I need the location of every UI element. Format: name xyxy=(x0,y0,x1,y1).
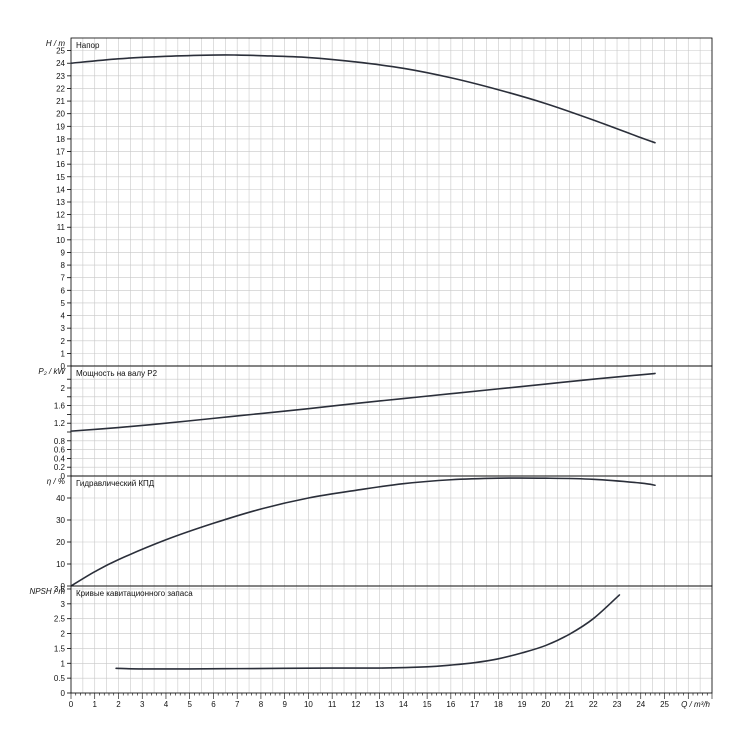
y-tick-label: 17 xyxy=(56,148,65,157)
x-tick-label: 0 xyxy=(69,700,74,709)
y-tick-label: 30 xyxy=(56,516,65,525)
y-tick-label: 0 xyxy=(61,689,66,698)
y-tick-label: 15 xyxy=(56,173,65,182)
x-tick-label: 19 xyxy=(518,700,527,709)
y-tick-label: 0.4 xyxy=(54,454,66,463)
x-tick-label: 9 xyxy=(282,700,287,709)
panel-title: Напор xyxy=(76,41,100,50)
panel-head: 0123456789101112131415161718192021222324… xyxy=(46,37,713,371)
x-tick-label: 15 xyxy=(423,700,432,709)
x-tick-label: 6 xyxy=(211,700,216,709)
x-tick-label: 11 xyxy=(328,700,337,709)
y-tick-label: 0 xyxy=(61,362,66,371)
x-tick-label: 22 xyxy=(589,700,598,709)
y-tick-label: 12 xyxy=(56,211,65,220)
y-tick-label: 21 xyxy=(56,97,65,106)
x-tick-label: 7 xyxy=(235,700,240,709)
x-tick-label: 10 xyxy=(304,700,313,709)
y-tick-label: 1.5 xyxy=(54,644,66,653)
x-tick-label: 24 xyxy=(636,700,645,709)
y-tick-label: 3 xyxy=(61,600,66,609)
y-tick-label: 0 xyxy=(61,582,66,591)
panel-title: Мощность на валу P2 xyxy=(76,369,158,378)
y-tick-label: 0.5 xyxy=(54,674,66,683)
y-tick-label: 0.8 xyxy=(54,437,66,446)
y-tick-label: 14 xyxy=(56,185,65,194)
y-tick-label: 4 xyxy=(61,312,66,321)
x-tick-label: 14 xyxy=(399,700,408,709)
y-tick-label: 13 xyxy=(56,198,65,207)
y-tick-label: 3.5 xyxy=(54,585,66,594)
x-tick-label: 23 xyxy=(613,700,622,709)
y-tick-label: 6 xyxy=(61,286,66,295)
head-curve xyxy=(70,54,656,144)
y-tick-label: 1.6 xyxy=(54,402,66,411)
y-tick-label: 25 xyxy=(56,47,65,56)
y-tick-label: 19 xyxy=(56,122,65,131)
x-axis-label: Q / m³/h xyxy=(681,700,710,709)
y-tick-label: 0 xyxy=(61,472,66,481)
y-tick-label: 2 xyxy=(61,384,66,393)
y-tick-label: 20 xyxy=(56,110,65,119)
y-tick-label: 10 xyxy=(56,560,65,569)
y-tick-label: 0.2 xyxy=(54,463,66,472)
y-tick-label: 24 xyxy=(56,59,65,68)
y-tick-label: 10 xyxy=(56,236,65,245)
y-tick-label: 9 xyxy=(61,248,66,257)
y-axis-label: η / % xyxy=(47,477,65,486)
y-tick-label: 3 xyxy=(61,324,66,333)
y-tick-label: 8 xyxy=(61,261,66,270)
efficiency-curve xyxy=(70,477,656,587)
y-tick-label: 16 xyxy=(56,160,65,169)
y-tick-label: 1 xyxy=(61,349,66,358)
npsh-curve xyxy=(115,594,621,670)
y-tick-label: 1 xyxy=(61,659,66,668)
y-axis-label: H / m xyxy=(46,39,65,48)
y-tick-label: 0.6 xyxy=(54,446,66,455)
y-tick-label: 2.5 xyxy=(54,615,66,624)
x-tick-label: 2 xyxy=(116,700,121,709)
y-tick-label: 23 xyxy=(56,72,65,81)
y-tick-label: 1.2 xyxy=(54,419,66,428)
x-tick-label: 17 xyxy=(470,700,479,709)
x-tick-label: 1 xyxy=(93,700,98,709)
y-tick-label: 5 xyxy=(61,299,66,308)
y-tick-label: 40 xyxy=(56,494,65,503)
y-tick-label: 11 xyxy=(57,223,66,232)
power-curve xyxy=(70,372,656,432)
y-axis-label: P₂ / kW xyxy=(38,367,66,376)
y-tick-label: 20 xyxy=(56,538,65,547)
x-tick-label: 25 xyxy=(660,700,669,709)
panel-title: Гидравлический КПД xyxy=(76,479,155,488)
panel-efficiency: 0 10 20 30 40 η / % Гидравлический КПД xyxy=(47,475,713,591)
y-axis-label: NPSH / m xyxy=(29,587,65,596)
x-tick-label: 20 xyxy=(541,700,550,709)
x-tick-label: 16 xyxy=(446,700,455,709)
y-tick-label: 22 xyxy=(56,84,65,93)
panel-title: Кривые кавитационного запаса xyxy=(76,589,193,598)
x-tick-label: 5 xyxy=(187,700,192,709)
panel-frame xyxy=(70,585,713,694)
x-tick-label: 12 xyxy=(351,700,360,709)
y-tick-label: 7 xyxy=(61,274,66,283)
y-tick-label: 2 xyxy=(61,630,66,639)
x-tick-label: 4 xyxy=(164,700,169,709)
x-tick-label: 18 xyxy=(494,700,503,709)
y-tick-label: 2 xyxy=(61,337,66,346)
x-tick-label: 3 xyxy=(140,700,145,709)
x-tick-label: 21 xyxy=(565,700,574,709)
x-tick-label: 8 xyxy=(259,700,264,709)
y-tick-label: 18 xyxy=(56,135,65,144)
x-tick-label: 13 xyxy=(375,700,384,709)
